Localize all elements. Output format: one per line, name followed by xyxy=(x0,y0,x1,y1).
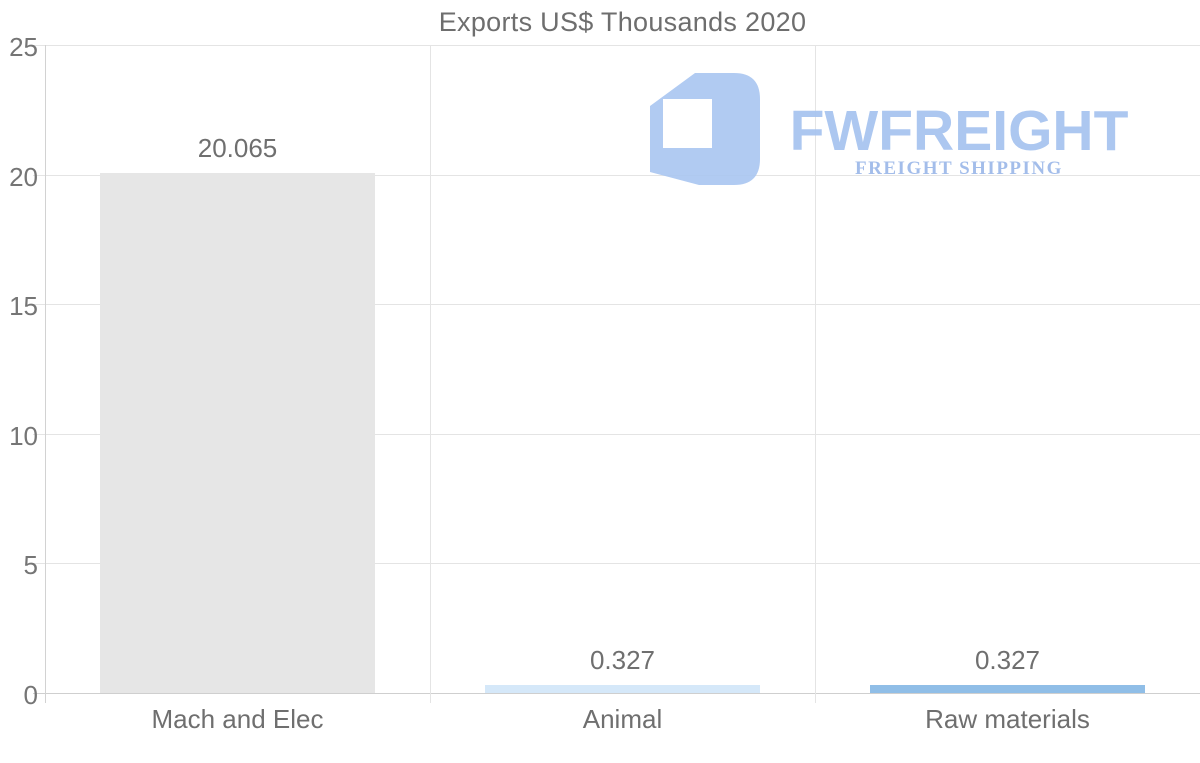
gridline-y-5 xyxy=(33,563,1200,565)
fwfreight-logo-icon xyxy=(650,73,760,185)
value-label-raw-materials: 0.327 xyxy=(974,644,1041,675)
watermark: FWFREIGHT FREIGHT SHIPPING xyxy=(650,65,1150,190)
bar-mach-and-elec xyxy=(99,172,376,693)
y-tick-label-25: 25 xyxy=(9,32,38,62)
watermark-brand-text: FWFREIGHT xyxy=(789,99,1129,163)
value-label-animal: 0.327 xyxy=(589,644,656,675)
chart-title: Exports US$ Thousands 2020 xyxy=(438,7,807,37)
gridline-y-10 xyxy=(33,433,1200,435)
y-tick-label-0: 0 xyxy=(23,680,38,710)
gridline-y-20 xyxy=(33,174,1200,176)
gridline-x-1 xyxy=(430,45,431,703)
category-label-mach-and-elec: Mach and Elec xyxy=(151,704,324,734)
y-tick-label-15: 15 xyxy=(9,291,38,322)
category-label-raw-materials: Raw materials xyxy=(925,704,1090,734)
gridline-y-15 xyxy=(33,304,1200,306)
y-tick-label-5: 5 xyxy=(23,550,38,581)
value-label-mach-and-elec: 20.065 xyxy=(197,132,278,163)
gridline-y-0 xyxy=(33,693,1200,694)
gridline-y-25 xyxy=(33,45,1200,46)
bar-raw-materials xyxy=(869,684,1146,693)
category-label-animal: Animal xyxy=(582,704,663,734)
watermark-tagline-text: FREIGHT SHIPPING xyxy=(855,158,1063,179)
bar-animal xyxy=(484,684,761,693)
y-tick-label-10: 10 xyxy=(9,420,38,451)
gridline-x-2 xyxy=(815,45,816,703)
y-axis-line xyxy=(45,45,46,703)
y-tick-label-20: 20 xyxy=(9,161,38,192)
